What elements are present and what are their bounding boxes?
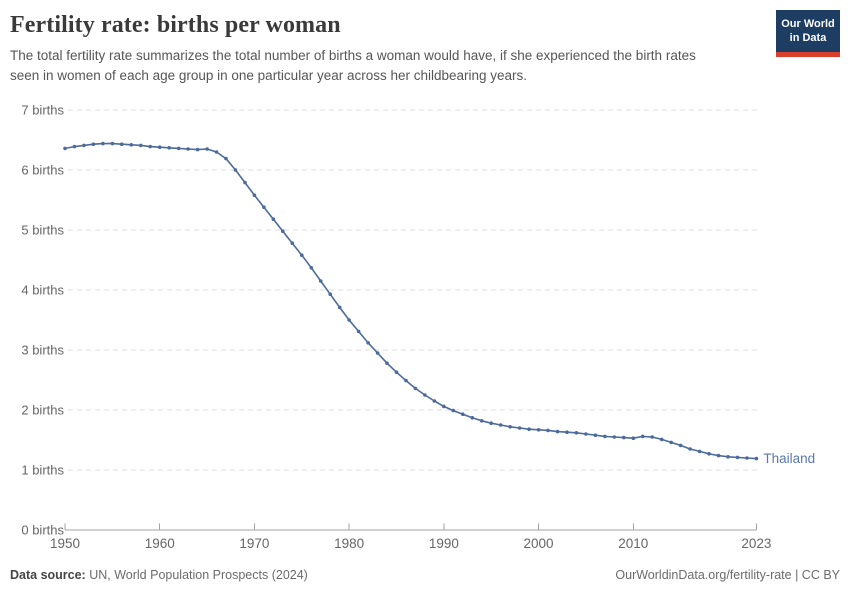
owid-logo-line1: Our World (781, 18, 835, 30)
owid-logo-box: Our World in Data (776, 10, 840, 52)
svg-text:1970: 1970 (239, 536, 269, 551)
svg-text:2000: 2000 (524, 536, 554, 551)
svg-text:1960: 1960 (145, 536, 175, 551)
x-axis: 1950 1960 1970 1980 1990 2000 2010 2023 (50, 523, 771, 551)
chart-title: Fertility rate: births per woman (10, 12, 341, 38)
owid-logo-red-bar (776, 51, 840, 57)
thailand-series-line (64, 142, 757, 460)
svg-text:6 births: 6 births (21, 163, 64, 178)
svg-text:1950: 1950 (50, 536, 80, 551)
svg-text:7 births: 7 births (21, 103, 64, 118)
footer-rights-link[interactable]: OurWorldinData.org/fertility-rate | CC B… (615, 568, 840, 582)
footer-datasource: Data source: UN, World Population Prospe… (10, 568, 308, 582)
datasource-label: Data source: (10, 568, 86, 582)
y-gridlines (68, 109, 757, 471)
chart-header: Fertility rate: births per woman The tot… (10, 12, 760, 85)
svg-text:2023: 2023 (741, 536, 771, 551)
chart-subtitle: The total fertility rate summarizes the … (10, 48, 696, 83)
y-axis-labels: 0 births 1 births 2 births 3 births 4 births… (21, 103, 64, 538)
owid-logo[interactable]: Our World in Data (776, 10, 840, 57)
data-points (63, 141, 759, 461)
svg-text:1 births: 1 births (21, 463, 64, 478)
svg-text:4 births: 4 births (21, 283, 64, 298)
svg-text:5 births: 5 births (21, 223, 64, 238)
svg-text:2 births: 2 births (21, 403, 64, 418)
svg-text:0 births: 0 births (21, 523, 64, 538)
datasource-text: UN, World Population Prospects (2024) (89, 568, 308, 582)
owid-logo-line2: in Data (789, 32, 827, 45)
svg-text:1990: 1990 (429, 536, 459, 551)
chart-footer: Data source: UN, World Population Prospe… (10, 568, 840, 582)
svg-text:3 births: 3 births (21, 343, 64, 358)
entity-label-thailand: Thailand (763, 451, 815, 466)
svg-text:2010: 2010 (618, 536, 648, 551)
svg-text:1980: 1980 (334, 536, 364, 551)
